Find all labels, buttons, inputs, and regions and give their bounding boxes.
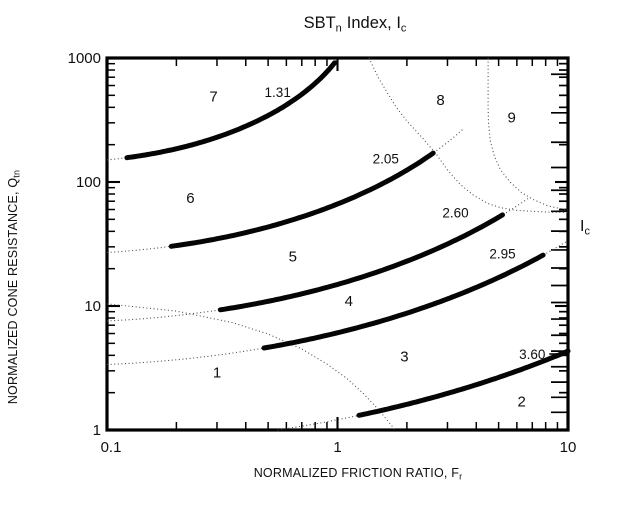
zone-label-7: 7	[209, 88, 217, 105]
zone-1-boundary	[106, 303, 396, 431]
zone-8-9-boundary	[487, 58, 569, 211]
contour-label-2.95: 2.95	[489, 247, 515, 262]
zone-label-3: 3	[400, 349, 408, 366]
ic-contour-2.05-thick	[168, 150, 436, 249]
chart-title: SBTn Index, Ic	[304, 14, 407, 35]
y-tick-label-10: 10	[84, 298, 101, 315]
ic-right-axis-label: Ic	[580, 218, 590, 238]
ic-contour-2.60-thick	[217, 212, 505, 313]
zone-label-6: 6	[186, 190, 194, 207]
y-tick-label-1000: 1000	[68, 50, 101, 67]
x-tick-label-0.1: 0.1	[101, 439, 122, 456]
x-tick-label-1: 1	[333, 439, 341, 456]
ic-contour-1.31-dotted	[106, 58, 338, 161]
ic-contour-3.60-thick	[356, 348, 571, 418]
zone-label-4: 4	[345, 293, 353, 310]
zone-8-lower-boundary	[368, 57, 568, 213]
zone-label-2: 2	[518, 393, 526, 410]
zone-label-1: 1	[213, 365, 221, 382]
y-axis-label: NORMALIZED CONE RESISTANCE, Qtn	[6, 170, 22, 404]
ic-contour-lines	[106, 58, 571, 431]
axis-ticks	[107, 58, 568, 430]
x-axis-label: NORMALIZED FRICTION RATIO, Fr	[254, 466, 463, 482]
zone-label-5: 5	[289, 249, 297, 266]
contour-label-2.60: 2.60	[442, 205, 468, 220]
y-tick-label-100: 100	[76, 174, 101, 191]
zone-boundaries-dotted	[106, 57, 569, 431]
zone-label-9: 9	[508, 110, 516, 127]
x-tick-label-10: 10	[560, 439, 577, 456]
ic-contour-3.60-dotted	[277, 350, 569, 431]
ic-contour-2.05-dotted	[106, 128, 464, 254]
contour-label-1.31: 1.31	[265, 85, 291, 100]
zone-label-8: 8	[436, 92, 444, 109]
y-tick-label-1: 1	[93, 422, 101, 439]
ic-contour-1.31-thick	[124, 60, 337, 161]
zone-and-contour-labels: 1 2 3 4 5 6 7 8 9 1.31 2.05 2.60 2.95 3.60	[186, 85, 561, 410]
contour-label-2.05: 2.05	[373, 151, 399, 166]
contour-label-3.60: 3.60	[519, 347, 545, 362]
ic-contour-2.95-thick	[261, 252, 546, 351]
